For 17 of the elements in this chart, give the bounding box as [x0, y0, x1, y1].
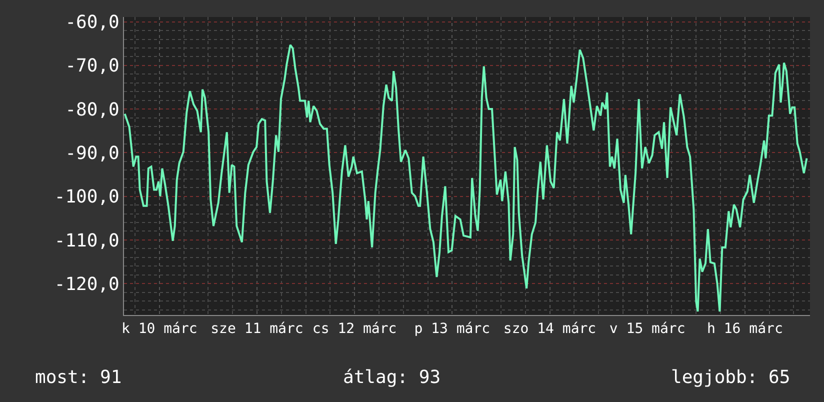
y-tick-label: -70,0 — [65, 56, 120, 77]
text: legjobb: 65 — [671, 367, 790, 388]
x-tick-label: k 10 márc — [121, 320, 198, 337]
x-tick-label: sze 11 márc — [210, 320, 304, 337]
text: most: 91 — [35, 367, 122, 388]
x-tick-label: cs 12 márc — [312, 320, 397, 337]
y-tick-label: -100,0 — [54, 186, 120, 208]
x-tick-label: v 15 márc — [609, 320, 686, 337]
x-tick-label: p 13 márc — [414, 320, 490, 337]
y-tick-label: -80,0 — [65, 99, 120, 120]
y-tick-label: -120,0 — [54, 274, 120, 295]
y-tick-label: -60,0 — [65, 12, 120, 34]
y-tick-label: -110,0 — [54, 230, 120, 252]
x-tick-label: h 16 márc — [707, 320, 783, 337]
y-tick-label: -90,0 — [65, 142, 120, 164]
x-tick-label: szo 14 márc — [503, 320, 596, 337]
text: átlag: 93 — [343, 367, 441, 388]
